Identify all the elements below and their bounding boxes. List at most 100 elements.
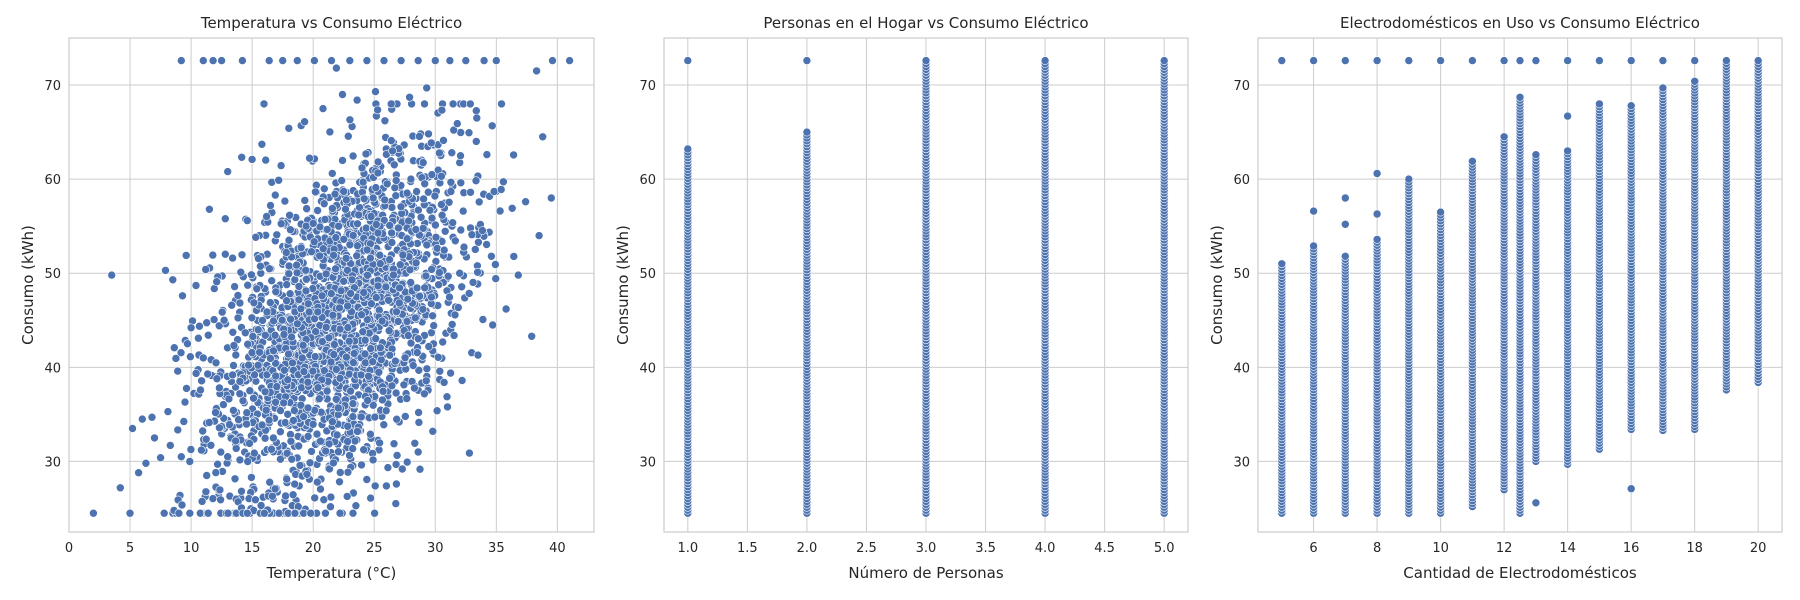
scatter-point — [229, 361, 238, 370]
scatter-point — [177, 452, 186, 462]
scatter-point — [402, 457, 412, 467]
scatter-point — [197, 376, 206, 386]
scatter-point — [269, 346, 278, 356]
scatter-point — [215, 485, 225, 495]
scatter-point — [191, 281, 201, 290]
scatter-point — [370, 508, 379, 518]
scatter-point — [260, 433, 270, 443]
scatter-point — [335, 324, 345, 334]
scatter-point — [259, 99, 269, 109]
scatter-point — [224, 394, 234, 404]
scatter-point — [429, 321, 439, 330]
scatter-point — [495, 206, 505, 216]
scatter-point — [303, 299, 313, 309]
scatter-point — [364, 371, 373, 381]
scatter-point — [321, 322, 331, 332]
scatter-point — [262, 307, 272, 317]
scatter-point — [329, 350, 339, 359]
scatter-point — [482, 240, 491, 249]
scatter-point — [313, 307, 323, 317]
scatter-point — [406, 278, 416, 287]
scatter-point — [283, 375, 293, 385]
scatter-point — [199, 353, 208, 363]
scatter-point — [310, 493, 320, 503]
scatter-point — [231, 444, 241, 453]
scatter-point — [385, 255, 394, 264]
scatter-point — [204, 418, 214, 427]
scatter-point — [348, 399, 358, 408]
scatter-point — [1531, 150, 1541, 159]
x-tick-label: 35 — [488, 541, 505, 556]
scatter-point — [147, 412, 157, 422]
scatter-point — [348, 444, 358, 453]
scatter-point — [346, 289, 355, 298]
scatter-point — [457, 282, 467, 292]
scatter-point — [272, 382, 282, 391]
scatter-point — [349, 358, 358, 367]
scatter-point — [465, 448, 474, 458]
scatter-point — [276, 454, 285, 464]
scatter-point — [141, 458, 151, 468]
subplot-2: 1.0 1.5 2.0 2.5 3.0 3.5 4.0 4.5 5.03040506070Per… — [614, 14, 1189, 582]
scatter-point — [280, 418, 290, 427]
scatter-point — [450, 310, 460, 320]
scatter-point — [413, 447, 423, 457]
scatter-point — [473, 350, 483, 360]
y-tick-label: 60 — [44, 173, 61, 188]
scatter-point — [418, 158, 428, 167]
scatter-point — [251, 233, 260, 242]
scatter-point — [301, 265, 311, 275]
scatter-point — [343, 301, 352, 311]
scatter-point — [308, 366, 318, 376]
scatter-point — [245, 386, 255, 396]
scatter-point — [358, 177, 368, 187]
scatter-point — [271, 287, 281, 297]
scatter-point — [398, 250, 408, 260]
scatter-point — [318, 244, 328, 253]
scatter-point — [1563, 146, 1572, 156]
scatter-point — [534, 231, 544, 240]
scatter-point — [411, 258, 421, 268]
scatter-point — [298, 340, 308, 350]
scatter-point — [174, 508, 184, 518]
scatter-point — [270, 330, 280, 340]
scatter-point — [245, 439, 254, 448]
scatter-point — [163, 407, 173, 416]
scatter-point — [307, 247, 316, 256]
scatter-point — [242, 408, 252, 418]
scatter-point — [339, 276, 349, 286]
scatter-point — [348, 412, 358, 421]
scatter-point — [445, 292, 454, 302]
scatter-point — [394, 298, 404, 308]
scatter-point — [377, 316, 387, 326]
scatter-point — [259, 508, 269, 518]
scatter-point — [431, 233, 441, 242]
x-tick-label: 2.5 — [856, 541, 877, 556]
scatter-point — [380, 195, 390, 205]
scatter-point — [385, 374, 394, 383]
scatter-point — [435, 366, 445, 376]
scatter-point — [254, 254, 263, 263]
x-tick-label: 25 — [366, 541, 383, 556]
scatter-point — [213, 459, 222, 469]
scatter-point — [290, 508, 300, 518]
scatter-point — [182, 384, 191, 393]
scatter-point — [237, 250, 247, 260]
scatter-point — [171, 354, 181, 363]
scatter-point — [280, 365, 289, 375]
scatter-point — [437, 200, 446, 209]
scatter-point — [386, 136, 396, 145]
scatter-point — [256, 268, 266, 278]
scatter-point — [247, 155, 257, 164]
scatter-point — [359, 445, 369, 455]
scatter-point — [1341, 220, 1350, 229]
scatter-point — [1040, 56, 1050, 65]
scatter-point — [447, 148, 457, 157]
scatter-point — [802, 127, 812, 137]
scatter-point — [250, 448, 259, 458]
scatter-point — [208, 494, 218, 503]
scatter-point — [414, 418, 424, 427]
scatter-point — [348, 151, 358, 161]
scatter-point — [357, 460, 366, 470]
scatter-point — [336, 286, 346, 296]
